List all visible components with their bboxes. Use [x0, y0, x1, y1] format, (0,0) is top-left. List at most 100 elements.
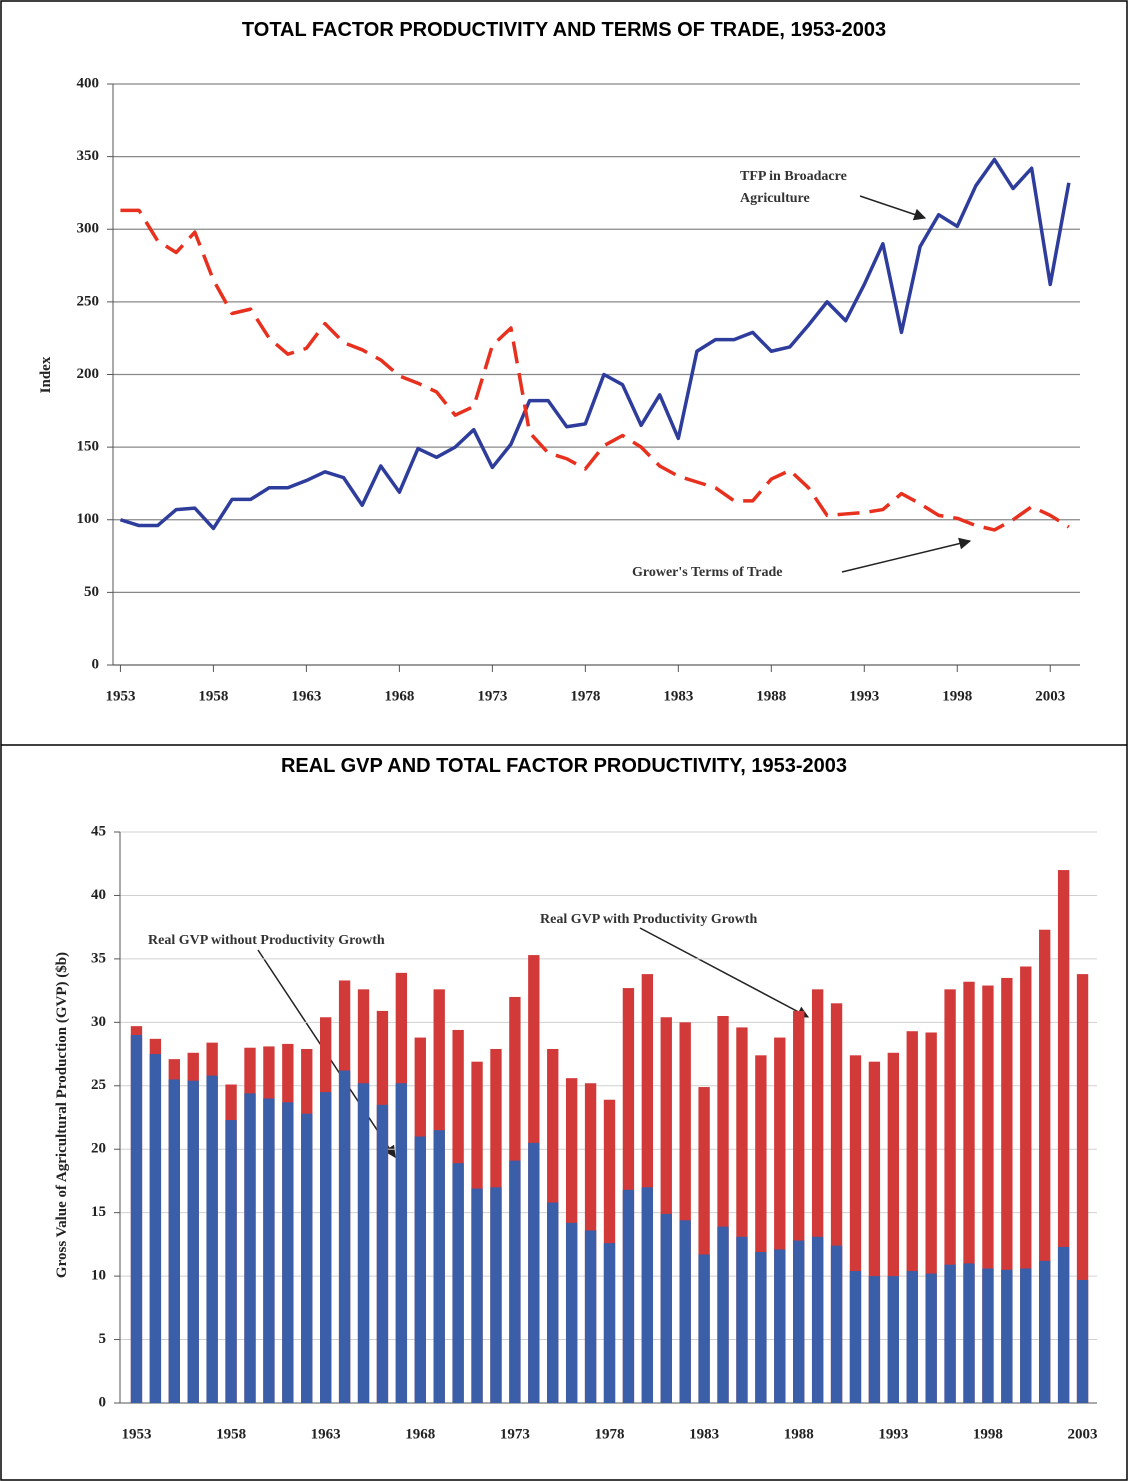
bar	[395, 1083, 408, 1403]
x-tick-label: 1983	[663, 688, 693, 704]
bar	[149, 1054, 162, 1403]
bar	[793, 1240, 805, 1403]
bar	[1039, 1260, 1051, 1403]
x-tick-label: 1983	[689, 1426, 719, 1442]
bar	[168, 1079, 180, 1403]
bar	[301, 1113, 313, 1403]
y-tick-label: 5	[99, 1331, 107, 1347]
bar	[736, 1027, 748, 1403]
bar	[679, 1022, 691, 1403]
bar	[868, 1061, 881, 1403]
bar	[717, 1226, 729, 1403]
bar	[868, 1276, 881, 1403]
bar	[793, 1010, 805, 1403]
x-tick-label: 1988	[756, 688, 786, 704]
bar	[1057, 870, 1070, 1403]
annotation: TFP in Broadacre Agriculture	[740, 169, 847, 206]
bar	[376, 1104, 389, 1403]
bar	[282, 1102, 294, 1403]
bar	[887, 1276, 899, 1403]
bar	[1076, 1279, 1089, 1403]
y-tick-label: 300	[77, 221, 100, 237]
y-tick-label: 10	[91, 1268, 106, 1284]
y-tick-label: 0	[92, 656, 100, 672]
bar	[679, 1220, 691, 1403]
bar	[1057, 1246, 1070, 1403]
y-tick-label: 400	[77, 75, 100, 91]
annotation: Grower's Terms of Trade	[632, 565, 783, 580]
bar	[982, 1268, 994, 1403]
bar	[774, 1249, 786, 1403]
x-tick-label: 1958	[216, 1426, 246, 1442]
x-tick-label: 1968	[405, 1426, 435, 1442]
bar	[603, 1243, 616, 1403]
bar	[698, 1254, 710, 1403]
x-tick-label: 1963	[291, 688, 321, 704]
y-tick-label: 25	[91, 1077, 106, 1093]
bar	[1076, 974, 1089, 1403]
bar	[1001, 1269, 1013, 1403]
bar	[414, 1136, 426, 1403]
bar	[736, 1236, 748, 1403]
arrow	[841, 537, 972, 573]
bar	[982, 985, 994, 1403]
bar	[641, 1187, 654, 1403]
bar	[490, 1187, 502, 1403]
bar	[471, 1188, 483, 1403]
x-tick-label: 1973	[477, 688, 507, 704]
bar	[755, 1055, 767, 1403]
y-tick-label: 20	[91, 1141, 106, 1157]
bar	[660, 1017, 672, 1403]
x-tick-label: 1988	[784, 1426, 814, 1442]
bar	[206, 1075, 218, 1403]
chart-title: REAL GVP AND TOTAL FACTOR PRODUCTIVITY, …	[281, 755, 847, 777]
legend-label: Real GVP without Productivity Growth	[148, 933, 385, 948]
bar	[849, 1055, 862, 1403]
bar	[130, 1035, 143, 1403]
bar	[963, 1263, 975, 1403]
x-tick-label: 1978	[595, 1426, 625, 1442]
bar	[584, 1230, 597, 1403]
bar	[698, 1087, 710, 1403]
bar	[830, 1245, 843, 1403]
y-tick-label: 15	[91, 1204, 106, 1220]
bar	[811, 1236, 824, 1403]
bar	[1001, 977, 1013, 1403]
bar	[225, 1120, 237, 1403]
x-tick-label: 2003	[1068, 1426, 1098, 1442]
bar	[849, 1271, 862, 1403]
y-tick-label: 40	[91, 887, 106, 903]
bar	[528, 1142, 540, 1403]
bar	[338, 1070, 351, 1403]
bar	[925, 1273, 937, 1403]
bar	[244, 1093, 256, 1403]
bar	[509, 1160, 521, 1403]
bar	[1020, 1268, 1032, 1403]
bar	[565, 1222, 578, 1403]
y-tick-label: 200	[77, 366, 100, 382]
bar	[925, 1032, 937, 1403]
x-tick-label: 1953	[105, 688, 135, 704]
y-tick-label: 45	[91, 823, 106, 839]
y-tick-label: 350	[77, 148, 100, 164]
bar	[717, 1015, 729, 1403]
x-tick-label: 1993	[849, 688, 879, 704]
x-tick-label: 1968	[384, 688, 414, 704]
series-line	[119, 157, 1071, 531]
bar	[774, 1037, 786, 1403]
bar	[906, 1031, 918, 1403]
legend-label: Real GVP with Productivity Growth	[540, 912, 757, 927]
x-tick-label: 1978	[570, 688, 600, 704]
bar	[452, 1163, 464, 1403]
y-tick-label: 35	[91, 950, 106, 966]
bar	[1039, 929, 1051, 1403]
bar	[887, 1052, 899, 1403]
series-line	[120, 208, 1070, 532]
chart-title: TOTAL FACTOR PRODUCTIVITY AND TERMS OF T…	[242, 19, 886, 41]
bar	[660, 1213, 672, 1403]
x-tick-label: 1998	[973, 1426, 1003, 1442]
y-tick-label: 0	[99, 1394, 107, 1410]
